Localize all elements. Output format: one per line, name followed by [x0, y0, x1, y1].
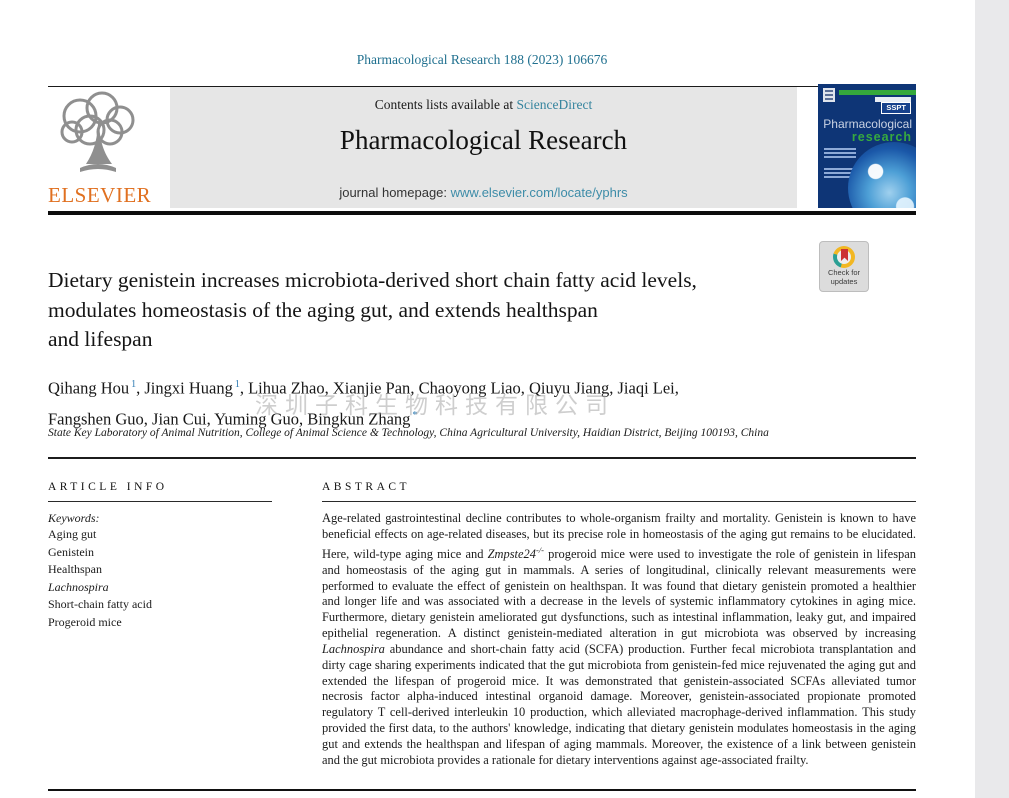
author-name: Yuming Guo	[214, 409, 300, 428]
cover-fine-print	[824, 166, 856, 178]
cover-artwork-sphere	[848, 142, 916, 208]
author-name: Jingxi Huang	[144, 378, 233, 398]
author-separator: ,	[143, 409, 153, 428]
article-info-column: ARTICLE INFO Keywords: Aging gut Genistei…	[48, 481, 272, 631]
author-name: Fangshen Guo	[48, 409, 144, 428]
elsevier-logo: ELSEVIER	[48, 90, 158, 208]
author-name: Jian Cui	[152, 409, 207, 428]
affiliation: State Key Laboratory of Animal Nutrition…	[48, 427, 769, 439]
keyword: Healthspan	[48, 562, 102, 576]
viewer-edge-strip	[975, 0, 1009, 798]
elsevier-tree-icon	[60, 91, 135, 172]
author-affiliation-marker[interactable]: *	[412, 409, 418, 421]
header-top-rule	[48, 86, 916, 87]
journal-banner: Contents lists available at ScienceDirec…	[170, 87, 797, 208]
keyword: Short-chain fatty acid	[48, 597, 152, 611]
abstract-segment: -/-	[535, 544, 544, 555]
author-list: Qihang Hou 1, Jingxi Huang 1, Lihua Zhao, …	[48, 371, 823, 432]
cover-green-bar	[839, 90, 916, 95]
cover-title-line1: Pharmacological	[823, 117, 912, 131]
abstract-column: ABSTRACT Age-related gastrointestinal de…	[322, 481, 916, 769]
contents-list-prefix: Contents lists available at	[374, 97, 517, 112]
author-name: Chaoyong Liao	[418, 378, 521, 398]
journal-title: Pharmacological Research	[339, 125, 628, 155]
article-info-heading: ARTICLE INFO	[48, 481, 168, 493]
keywords-list: Aging gut Genistein Healthspan Lachnospira S…	[48, 526, 272, 631]
cover-title-line2: research	[851, 130, 912, 144]
abstract-rule	[322, 501, 916, 502]
abstract-heading: ABSTRACT	[322, 481, 411, 493]
author-name: Bingkun Zhang	[307, 409, 411, 428]
cover-sspt-badge: SSPT	[881, 102, 911, 114]
journal-homepage-line: journal homepage: www.elsevier.com/locat…	[170, 185, 797, 200]
cover-sspt-strip	[875, 97, 911, 102]
author-name: Qihang Hou	[48, 378, 130, 398]
author-separator: ,	[324, 378, 333, 398]
abstract-segment: Zmpste24	[487, 546, 536, 561]
sciencedirect-link[interactable]: ScienceDirect	[516, 97, 593, 112]
abstract-segment: Lachnospira	[322, 641, 385, 656]
cover-society-icon	[823, 88, 835, 102]
abstract-segment: abundance and short-chain fatty acid (SC…	[322, 641, 916, 767]
article-title-line: Dietary genistein increases microbiota-d…	[48, 268, 697, 292]
author-separator: ,	[410, 378, 419, 398]
page-bottom-rule	[48, 789, 916, 791]
check-updates-label-line2: updates	[830, 276, 858, 286]
article-info-rule	[48, 501, 272, 502]
article-title-line: and lifespan	[48, 327, 153, 351]
authors-line: Qihang Hou 1, Jingxi Huang 1, Lihua Zhao, …	[48, 371, 823, 402]
header-bottom-bar	[48, 211, 916, 215]
author-affiliation-marker[interactable]: 1	[234, 379, 240, 390]
author-separator: ,	[609, 378, 618, 398]
abstract-segment: Age-related gastrointestinal decline con…	[322, 511, 916, 561]
author-separator: ,	[239, 378, 249, 398]
abstract-segment: progeroid mice were used to investigate …	[322, 546, 916, 641]
abstract-text: Age-related gastrointestinal decline con…	[322, 511, 916, 769]
elsevier-wordmark: ELSEVIER	[48, 183, 152, 207]
keyword: Genistein	[48, 544, 94, 559]
author-name: Jiaqi Lei	[617, 378, 675, 398]
homepage-link[interactable]: www.elsevier.com/locate/yphrs	[450, 185, 628, 200]
author-name: Qiuyu Jiang	[529, 378, 610, 398]
article-title: Dietary genistein increases microbiota-d…	[48, 266, 823, 355]
journal-cover-image: SSPT Pharmacological research	[818, 84, 916, 208]
homepage-prefix: journal homepage:	[339, 185, 451, 200]
author-affiliation-marker[interactable]: 1	[131, 379, 137, 390]
author-separator: ,	[520, 378, 530, 398]
keyword: Aging gut	[48, 527, 97, 541]
section-divider-rule	[48, 457, 916, 459]
author-separator: ,	[206, 409, 215, 428]
author-name: Lihua Zhao	[248, 378, 325, 398]
check-updates-label-line1: Check for	[827, 268, 861, 277]
keyword: Progeroid mice	[48, 614, 122, 629]
contents-list-line: Contents lists available at ScienceDirec…	[170, 97, 797, 113]
author-name: Xianjie Pan	[332, 378, 411, 398]
article-title-line: modulates homeostasis of the aging gut, …	[48, 297, 598, 322]
cover-fine-print	[824, 146, 856, 158]
journal-citation-link[interactable]: Pharmacological Research 188 (2023) 1066…	[356, 52, 608, 67]
crossmark-icon	[833, 246, 855, 268]
keywords-label: Keywords:	[48, 511, 100, 525]
author-separator: ,	[136, 378, 145, 398]
check-for-updates-button[interactable]: Check for updates	[819, 241, 869, 292]
author-separator: ,	[299, 409, 308, 428]
author-separator: ,	[674, 378, 679, 398]
authors-line: Fangshen Guo, Jian Cui, Yuming Guo, Bing…	[48, 402, 823, 433]
keyword: Lachnospira	[48, 579, 109, 594]
